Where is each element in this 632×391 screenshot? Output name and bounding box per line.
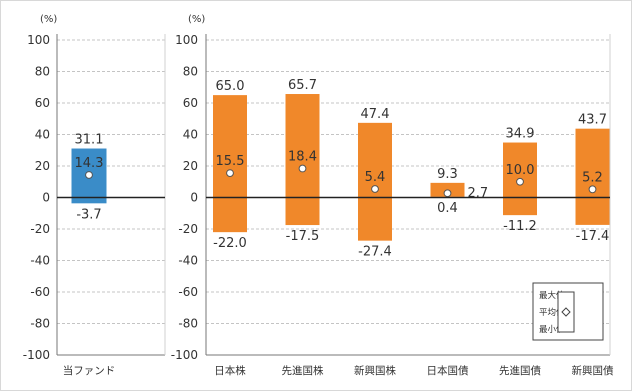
category-label: 日本株 [214,364,246,377]
y-tick-label: -20 [178,222,198,236]
avg-value-label: 18.4 [288,150,317,165]
min-value-label: -27.4 [358,245,392,260]
range-bar [213,95,247,233]
avg-value-label: 10.0 [506,163,535,178]
max-value-label: 47.4 [361,107,390,122]
max-value-label: 43.7 [578,113,607,128]
legend-label: 最大値 [539,290,565,301]
max-value-label: 34.9 [506,127,535,142]
min-value-label: -3.7 [76,207,101,222]
y-tick-label: 40 [183,128,198,142]
chart-fund: (%) 100 80 60 40 20 0 -20 -40 -60 -80 -100 31.1 -3.7 1… [23,14,166,377]
y-tick-label: 20 [183,159,198,173]
y-tick-label: -40 [178,254,198,268]
y-tick-label: 60 [35,96,50,110]
y-tick-label: 60 [183,96,198,110]
y-tick-label: 20 [35,159,50,173]
y-tick-label: 40 [35,128,50,142]
unit-label: (%) [188,14,205,25]
legend-diamond-icon [561,307,571,317]
y-tick-label: 100 [175,33,198,47]
y-tick-label: -40 [30,254,50,268]
avg-value-label: 15.5 [216,154,245,169]
unit-label: (%) [40,14,57,25]
category-label: 当ファンド [63,364,116,377]
avg-value-label: 5.2 [582,170,603,185]
y-tick-label: 0 [190,191,198,205]
category-label: 先進国株 [282,364,324,377]
y-tick-label: -80 [178,317,198,331]
avg-value-label: 5.4 [365,170,386,185]
y-tick-label: 80 [183,65,198,79]
min-value-label: -17.4 [576,229,610,244]
y-tick-label: -60 [30,285,50,299]
range-bar [358,122,392,241]
max-value-label: 65.0 [216,79,245,94]
y-tick-label: -60 [178,285,198,299]
avg-value-label: 14.3 [75,156,104,171]
min-value-label: 0.4 [437,201,458,216]
avg-marker [226,169,234,177]
avg-marker [443,189,452,198]
category-label: 新興国株 [354,364,396,377]
avg-value-label: 2.7 [468,186,489,201]
category-label: 先進国債 [499,364,541,377]
avg-marker [516,177,524,186]
chart-assets: (%) 100 80 60 40 20 0 -20 -40 -60 -80 -100 65.0 -22.0… [171,14,614,377]
legend-label: 最小値 [539,324,565,335]
range-bar [285,94,320,226]
legend-label: 平均値 [539,307,565,318]
max-value-label: 9.3 [437,167,458,182]
y-tick-label: -80 [30,317,50,331]
avg-marker [588,185,597,194]
category-label: 日本国債 [427,364,469,377]
category-label: 新興国債 [572,364,614,377]
range-bar [575,128,610,225]
y-tick-label: 80 [35,65,50,79]
y-tick-label: -100 [23,348,50,362]
min-value-label: -22.0 [213,236,247,251]
min-value-label: -11.2 [503,219,537,234]
max-value-label: 65.7 [288,78,317,93]
avg-marker [85,171,93,179]
y-tick-label: 100 [27,33,50,47]
max-value-label: 31.1 [75,133,104,148]
avg-marker [371,185,379,193]
y-tick-label: 0 [42,191,50,205]
y-tick-label: -100 [171,348,198,362]
min-value-label: -17.5 [286,229,320,244]
avg-marker [298,164,307,173]
y-tick-label: -20 [30,222,50,236]
